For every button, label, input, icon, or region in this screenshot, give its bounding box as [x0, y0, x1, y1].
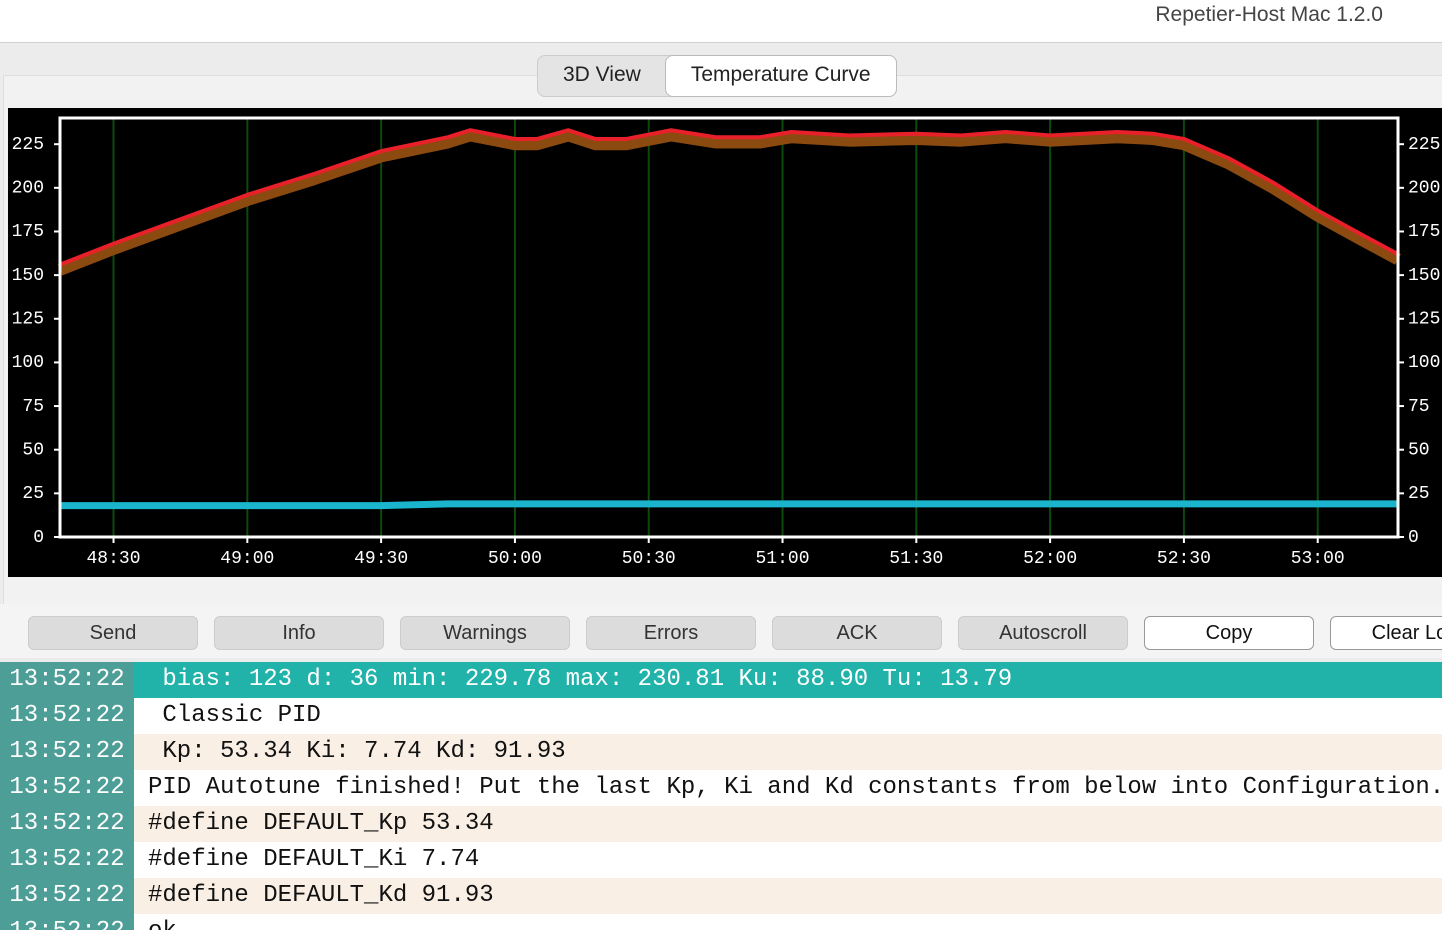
log-message: Classic PID: [148, 702, 321, 729]
button[interactable]: Autoscroll: [958, 616, 1128, 650]
y-tick-label-right: 175: [1408, 222, 1440, 242]
log-time: 13:52:22: [0, 734, 134, 770]
toolbar: Send Info Warnings Errors ACK Autoscroll Copy C…: [0, 604, 1442, 658]
log-row[interactable]: 13:52:22 PID Autotune finished! Put the l…: [0, 770, 1442, 806]
log-time: 13:52:22: [0, 770, 134, 806]
log-time: 13:52:22: [0, 806, 134, 842]
log-time: 13:52:22: [0, 662, 134, 698]
x-tick-label: 50:00: [488, 549, 542, 569]
temperature-line: [60, 500, 1398, 510]
log-row[interactable]: 13:52:22 bias: 123 d: 36 min: 229.78 max…: [0, 662, 1442, 698]
log-time: 13:52:22: [0, 698, 134, 734]
y-tick-label: 150: [12, 266, 44, 286]
y-tick-label-right: 225: [1408, 135, 1440, 155]
log-row[interactable]: 13:52:22 #define DEFAULT_Ki 7.74: [0, 842, 1442, 878]
log-message: #define DEFAULT_Ki 7.74: [148, 846, 480, 873]
y-tick-label: 100: [12, 353, 44, 373]
x-tick-label: 52:00: [1023, 549, 1077, 569]
log-message: ok: [148, 914, 177, 930]
log-row[interactable]: 13:52:22 Kp: 53.34 Ki: 7.74 Kd: 91.93: [0, 734, 1442, 770]
button[interactable]: Copy: [1144, 616, 1314, 650]
temperature-line: [59, 128, 1399, 267]
y-tick-label-right: 50: [1408, 440, 1430, 460]
y-tick-label-right: 75: [1408, 397, 1430, 417]
y-tick-label-right: 125: [1408, 310, 1440, 330]
y-tick-label: 125: [12, 310, 44, 330]
x-tick-label: 48:30: [87, 549, 141, 569]
x-tick-label: 51:00: [756, 549, 810, 569]
tab-bar: 3D View Temperature Curve: [537, 55, 897, 97]
log-time: 13:52:22: [0, 914, 134, 930]
log-list: 13:52:22 bias: 123 d: 36 min: 229.78 max…: [0, 662, 1442, 930]
x-tick-label: 51:30: [889, 549, 943, 569]
tab-selected[interactable]: Temperature Curve: [664, 55, 897, 97]
x-tick-label: 50:30: [622, 549, 676, 569]
plot-border: [58, 116, 1400, 539]
y-tick-label-right: 100: [1408, 353, 1440, 373]
button[interactable]: Errors: [586, 616, 756, 650]
x-tick-label: 49:00: [220, 549, 274, 569]
y-tick-label-right: 200: [1408, 179, 1440, 199]
y-tick-label-right: 25: [1408, 484, 1430, 504]
log-row[interactable]: 13:52:22 Classic PID: [0, 698, 1442, 734]
log-message: bias: 123 d: 36 min: 229.78 max: 230.81 …: [148, 666, 1013, 693]
temperature-line: [57, 129, 1401, 276]
y-tick-label: 75: [22, 397, 44, 417]
button[interactable]: Warnings: [400, 616, 570, 650]
log-time: 13:52:22: [0, 878, 134, 914]
y-tick-label: 175: [12, 222, 44, 242]
x-tick-label: 53:00: [1291, 549, 1345, 569]
log-row[interactable]: 13:52:22 #define DEFAULT_Kp 53.34: [0, 806, 1442, 842]
window-title: Repetier-Host Mac 1.2.0: [1155, 3, 1383, 26]
log-message: Kp: 53.34 Ki: 7.74 Kd: 91.93: [148, 738, 566, 765]
y-tick-label: 50: [22, 440, 44, 460]
title-bar: Repetier-Host Mac 1.2.0: [0, 0, 1442, 43]
log-message: #define DEFAULT_Kp 53.34: [148, 810, 494, 837]
log-row[interactable]: 13:52:22 ok: [0, 914, 1442, 930]
button[interactable]: Send: [28, 616, 198, 650]
button[interactable]: ACK: [772, 616, 942, 650]
y-tick-label-right: 0: [1408, 528, 1419, 548]
x-tick-label: 52:30: [1157, 549, 1211, 569]
button[interactable]: Info: [214, 616, 384, 650]
temperature-chart: 48:30 49:00 49:30 50:00 50:30 51:00 51:30 52:00…: [8, 108, 1442, 577]
y-tick-label: 200: [12, 179, 44, 199]
log-row[interactable]: 13:52:22 #define DEFAULT_Kd 91.93: [0, 878, 1442, 914]
log-message: PID Autotune finished! Put the last Kp, …: [148, 774, 1442, 801]
button[interactable]: Clear Log: [1330, 616, 1442, 650]
y-tick-label: 0: [33, 528, 44, 548]
tab[interactable]: 3D View: [563, 63, 641, 86]
log-time: 13:52:22: [0, 842, 134, 878]
log-message: #define DEFAULT_Kd 91.93: [148, 882, 494, 909]
y-tick-label-right: 150: [1408, 266, 1440, 286]
y-tick-label: 225: [12, 135, 44, 155]
x-tick-label: 49:30: [354, 549, 408, 569]
y-tick-label: 25: [22, 484, 44, 504]
